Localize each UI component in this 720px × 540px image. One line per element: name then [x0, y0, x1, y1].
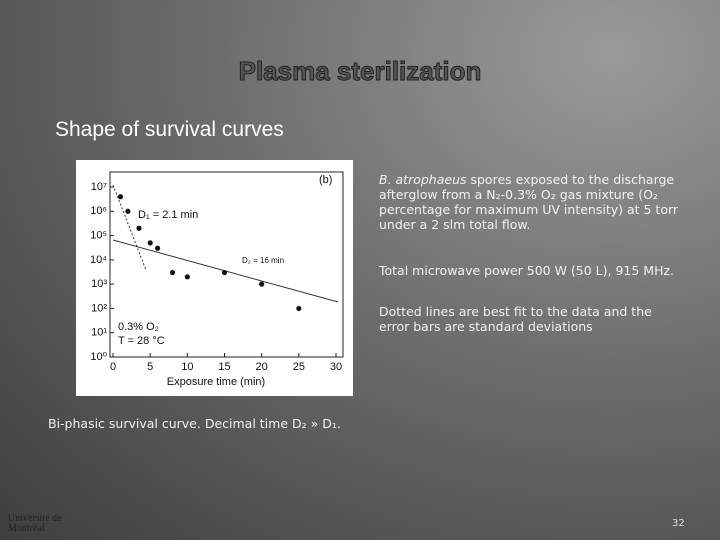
y-tick-label: 10¹: [91, 327, 107, 339]
annotation: 0.3% O₂: [118, 321, 159, 333]
data-point: [259, 281, 265, 287]
x-tick-label: 10: [181, 361, 193, 373]
annotation: D₁ = 2.1 min: [138, 209, 198, 221]
description-text: spores exposed to the discharge afterglo…: [379, 172, 679, 232]
chart-background: [76, 160, 353, 396]
data-point: [125, 208, 131, 214]
data-point: [155, 245, 161, 251]
fit-line-1: [112, 184, 147, 271]
y-tick-label: 10³: [91, 278, 107, 290]
y-tick-label: 10⁰: [90, 351, 107, 363]
data-point: [117, 194, 124, 200]
data-point: [296, 305, 302, 312]
power-note: Total microwave power 500 W (50 L), 915 …: [379, 263, 675, 278]
y-tick-label: 10²: [91, 302, 107, 314]
y-tick-label: 10⁶: [90, 205, 107, 217]
x-tick-label: 5: [147, 361, 153, 373]
data-point: [169, 269, 176, 276]
data-point: [147, 240, 153, 246]
annotation: D₂ = 16 min: [242, 256, 284, 265]
fit-note: Dotted lines are best fit to the data an…: [379, 304, 652, 334]
x-tick-label: 25: [293, 361, 305, 373]
y-tick-label: 10⁵: [90, 229, 107, 241]
y-tick-label: 10⁴: [90, 254, 107, 266]
description: B. atrophaeus spores exposed to the disc…: [379, 172, 679, 232]
x-axis-label: Exposure time (min): [167, 376, 265, 388]
plot-frame: [109, 171, 344, 358]
y-tick-label: 10⁷: [91, 181, 107, 193]
data-point: [221, 269, 228, 276]
annotation: T = 28 °C: [118, 335, 165, 347]
x-tick-label: 15: [218, 361, 230, 373]
page-number: 32: [672, 518, 685, 529]
x-tick-label: 30: [330, 361, 342, 373]
x-tick-label: 20: [256, 361, 268, 373]
slide-subtitle: Shape of survival curves: [55, 118, 284, 141]
chart: (b) D₁ = 2.1 min D₂ = 16 min 0.3% O₂ T =…: [76, 160, 353, 396]
slide-title: Plasma sterilization: [238, 56, 482, 87]
data-point: [184, 274, 190, 280]
panel-label: (b): [319, 174, 332, 186]
data-point: [136, 225, 142, 231]
logo: Université de Montréal: [8, 513, 62, 534]
caption: Bi-phasic survival curve. Decimal time D…: [48, 416, 341, 431]
species: B. atrophaeus: [379, 172, 467, 187]
x-tick-label: 0: [110, 361, 116, 373]
